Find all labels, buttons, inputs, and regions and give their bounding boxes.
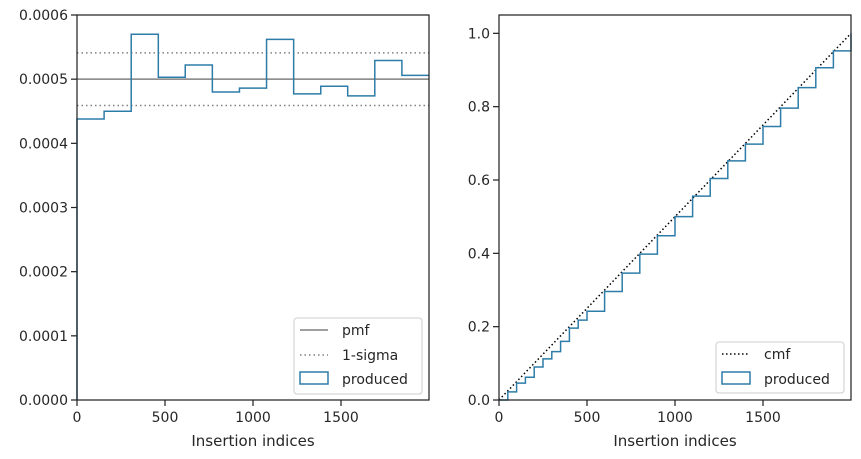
pmf-legend-sigma-label: 1-sigma (342, 348, 398, 364)
pmf-panel: 0 500 1000 1500 0.0000 0.0001 0.0002 0.0003 0.00… (19, 8, 430, 450)
cmf-ticks: 0 500 1000 1500 0.0 0.2 0.4 0.6 0.8 1.0 (468, 26, 781, 426)
pmf-legend-pmf-label: pmf (342, 323, 371, 339)
pmf-y-tick-label: 0.0005 (19, 72, 68, 88)
cmf-legend-produced-label: produced (764, 372, 830, 388)
pmf-x-tick-label: 1000 (235, 410, 271, 426)
pmf-plot-area (76, 33, 429, 400)
pmf-y-tick-label: 0.0002 (19, 265, 68, 281)
cmf-panel: 0 500 1000 1500 0.0 0.2 0.4 0.6 0.8 1.0 Insertion… (468, 14, 852, 450)
cmf-x-tick-label: 0 (495, 410, 504, 426)
cmf-x-tick-label: 500 (574, 410, 601, 426)
cmf-x-tick-label: 1000 (657, 410, 693, 426)
cmf-y-tick-label: 0.4 (468, 246, 490, 262)
pmf-legend: pmf 1-sigma produced (293, 317, 423, 395)
cmf-legend-produced-swatch (721, 371, 751, 385)
cmf-legend-cmf-label: cmf (764, 347, 791, 363)
cmf-line (498, 32, 852, 401)
pmf-legend-produced-label: produced (342, 372, 408, 388)
pmf-ticks: 0 500 1000 1500 0.0000 0.0001 0.0002 0.0003 0.00… (19, 8, 359, 426)
pmf-legend-box (293, 317, 423, 395)
pmf-x-tick-label: 0 (73, 410, 82, 426)
cmf-x-tick-label: 1500 (745, 410, 781, 426)
cmf-y-tick-label: 0.0 (468, 393, 490, 409)
produced-histogram-step (76, 33, 429, 400)
pmf-y-tick-label: 0.0003 (19, 201, 68, 217)
cmf-y-tick-label: 0.2 (468, 320, 490, 336)
cmf-x-axis-label: Insertion indices (613, 432, 736, 450)
cmf-plot-area (498, 32, 852, 401)
pmf-x-tick-label: 500 (152, 410, 179, 426)
pmf-x-axis-label: Insertion indices (191, 432, 314, 450)
produced-cumulative-step (499, 33, 852, 401)
pmf-x-tick-label: 1500 (323, 410, 359, 426)
cmf-legend: cmf produced (715, 341, 845, 394)
pmf-y-tick-label: 0.0004 (19, 136, 68, 152)
pmf-legend-produced-swatch (299, 371, 329, 385)
pmf-y-tick-label: 0.0000 (19, 393, 68, 409)
cmf-y-tick-label: 0.8 (468, 100, 490, 116)
cmf-y-tick-label: 1.0 (468, 26, 490, 42)
cmf-legend-box (715, 341, 845, 394)
cmf-y-tick-label: 0.6 (468, 173, 490, 189)
pmf-y-tick-label: 0.0001 (19, 329, 68, 345)
pmf-y-tick-label: 0.0006 (19, 8, 68, 24)
